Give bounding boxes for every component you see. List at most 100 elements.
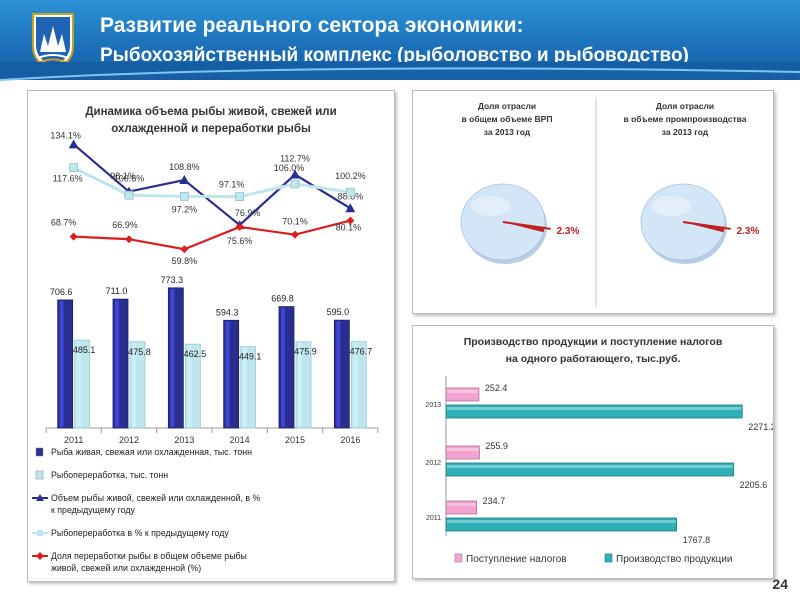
industry-share-pies: Доля отрасли в общем объеме ВРП за 2013 … xyxy=(460,97,760,307)
pie-slice-industry xyxy=(683,222,725,233)
bar-production xyxy=(445,517,677,532)
line-marker-triangle xyxy=(179,175,190,185)
line-marker-diamond xyxy=(235,222,244,231)
legend-swatch xyxy=(454,553,463,563)
line-data-label: 117.6% xyxy=(53,174,83,184)
chart1-title-line2: охлажденной и переработки рыбы xyxy=(111,123,311,135)
line-data-label: 134.1% xyxy=(50,130,81,140)
x-tick-label: 2011 xyxy=(64,435,83,445)
legend-label: Производство продукции xyxy=(616,554,732,565)
legend-marker xyxy=(37,530,43,536)
line-marker-square xyxy=(235,192,244,201)
line-marker-triangle xyxy=(68,139,79,149)
x-tick-label: 2014 xyxy=(230,435,250,445)
legend-label: Рыбопереработка, тыс. тонн xyxy=(51,470,168,480)
y-tick-label: 2012 xyxy=(425,460,441,467)
pie-gloss xyxy=(471,196,511,216)
bar-fish-processing-label: 475.9 xyxy=(294,347,317,357)
line-data-label: 106.0% xyxy=(274,163,305,173)
legend-label: Рыбопереработка в % к предыдущему году xyxy=(51,528,229,538)
line-marker-diamond xyxy=(69,232,78,241)
line-series-3 xyxy=(73,219,351,251)
bar-production-label: 2205.6 xyxy=(740,480,768,490)
pie2-title-line2: в объеме промпроизводства xyxy=(624,114,747,124)
x-tick-label: 2013 xyxy=(174,435,194,445)
pie-slice-label: 2.3% xyxy=(737,226,760,237)
legend-label: Рыба живая, свежая или охлажденная, тыс.… xyxy=(51,447,252,457)
line-data-label: 108.8% xyxy=(169,162,200,172)
bar-highlight xyxy=(225,321,230,427)
bar-fish-processing-label: 476.7 xyxy=(350,347,373,357)
chart3-title-line1: Производство продукции и поступление нал… xyxy=(464,336,723,348)
bar-highlight xyxy=(281,307,285,427)
line-series-1 xyxy=(72,143,351,227)
bar-highlight xyxy=(298,342,302,427)
bar-highlight xyxy=(59,300,64,427)
x-tick-label: 2012 xyxy=(119,435,139,445)
bar-highlight xyxy=(170,288,175,427)
line-data-label: 70.1% xyxy=(282,217,308,227)
bar-highlight xyxy=(336,321,341,427)
pie2-title-line1: Доля отрасли xyxy=(656,101,714,111)
line-marker-square xyxy=(346,187,355,197)
line-series-2 xyxy=(72,166,351,199)
bar-fish-live-label: 711.0 xyxy=(106,286,128,296)
pie1-title-line2: в общем объеме ВРП xyxy=(462,114,553,124)
header-swoosh xyxy=(0,62,800,81)
pie-slice-industry xyxy=(503,222,545,233)
bar-fish-processing-label: 449.1 xyxy=(239,352,262,362)
pie1-title-line3: за 2013 год xyxy=(484,127,531,137)
line-data-label: 112.7% xyxy=(280,154,310,164)
legend-label: Поступление налогов xyxy=(466,554,567,565)
pie2-title-line3: за 2013 год xyxy=(662,127,709,137)
x-tick-label: 2015 xyxy=(285,435,305,445)
chart1-title-line1: Динамика объема рыбы живой, свежей или xyxy=(85,106,336,118)
line-data-label: 75.6% xyxy=(227,236,253,246)
line-data-label: 66.9% xyxy=(112,220,138,230)
panel-production-taxes: Производство продукции и поступление нал… xyxy=(412,325,776,579)
bar-highlight xyxy=(242,347,247,427)
y-tick-label: 2011 xyxy=(426,515,441,522)
pie-gloss xyxy=(651,196,691,216)
line-data-label: 100.6% xyxy=(114,174,145,184)
bar-production-label: 1767.8 xyxy=(683,535,711,545)
line-data-label: 76.9% xyxy=(235,208,261,218)
line-marker-diamond xyxy=(291,230,299,239)
slide-title-line1: Развитие реального сектора экономики: xyxy=(100,14,524,37)
line-marker-square xyxy=(69,163,78,172)
bar-highlight xyxy=(76,341,81,427)
line-data-label: 80.1% xyxy=(336,223,362,233)
line-data-label: 68.7% xyxy=(51,218,77,228)
fish-dynamics-chart: Динамика объема рыбы живой, свежей или о… xyxy=(32,106,379,573)
production-taxes-chart: Производство продукции и поступление нал… xyxy=(425,336,775,565)
bar-fish-processing-label: 475.8 xyxy=(128,347,151,357)
bar-taxes-label: 234.7 xyxy=(483,496,506,506)
bar-fish-live-label: 773.3 xyxy=(161,275,184,285)
legend-marker xyxy=(36,552,44,560)
bar-production xyxy=(445,404,743,419)
legend-swatch xyxy=(604,553,613,563)
bar-fish-live-label: 706.6 xyxy=(50,287,73,297)
legend-swatch xyxy=(35,470,44,480)
bar-highlight xyxy=(447,407,742,410)
y-tick-label: 2013 xyxy=(425,402,441,409)
line-marker-triangle xyxy=(290,169,300,179)
bar-taxes xyxy=(445,387,480,402)
bar-highlight xyxy=(447,503,476,506)
line-marker-square xyxy=(290,179,300,189)
legend-label: к предыдущему году xyxy=(51,505,136,515)
bar-production-label: 2271.2 xyxy=(748,422,773,432)
line-data-label: 59.8% xyxy=(172,256,198,266)
line-marker-diamond xyxy=(346,216,355,225)
line-marker-diamond xyxy=(125,235,133,244)
pie-slice-pointer xyxy=(682,221,731,230)
bar-highlight xyxy=(115,300,119,427)
line-marker-square xyxy=(180,192,189,201)
line-data-label: 97.2% xyxy=(172,204,198,214)
x-tick-label: 2016 xyxy=(340,435,360,445)
page-number: 24 xyxy=(772,576,788,592)
bar-highlight xyxy=(187,345,192,427)
bar-taxes xyxy=(445,445,480,460)
bar-production xyxy=(445,462,735,477)
bar-highlight xyxy=(447,465,733,468)
